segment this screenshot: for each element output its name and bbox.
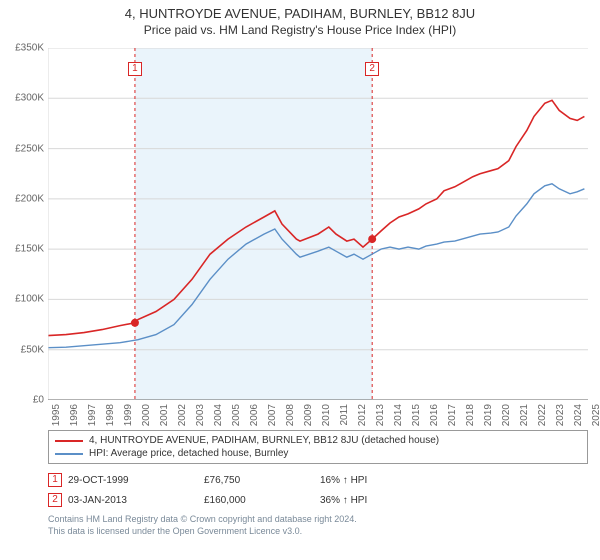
transaction-diff: 16% ↑ HPI (320, 475, 440, 486)
legend-swatch (55, 453, 83, 455)
legend-panel: 4, HUNTROYDE AVENUE, PADIHAM, BURNLEY, B… (48, 430, 588, 537)
x-axis-label: 2011 (339, 404, 350, 426)
transaction-date: 03-JAN-2013 (68, 495, 198, 506)
legend-box: 4, HUNTROYDE AVENUE, PADIHAM, BURNLEY, B… (48, 430, 588, 464)
y-axis-label: £300K (4, 93, 44, 104)
transaction-marker: 2 (365, 62, 379, 76)
x-axis-label: 2012 (357, 404, 368, 426)
y-axis-label: £0 (4, 395, 44, 406)
transaction-row: 1 29-OCT-1999 £76,750 16% ↑ HPI (48, 470, 588, 490)
x-axis-label: 1997 (87, 404, 98, 426)
x-axis-label: 2017 (447, 404, 458, 426)
x-axis-label: 2021 (519, 404, 530, 426)
chart-title: 4, HUNTROYDE AVENUE, PADIHAM, BURNLEY, B… (0, 6, 600, 21)
x-axis-label: 2024 (573, 404, 584, 426)
legend-row: HPI: Average price, detached house, Burn… (55, 447, 581, 460)
chart-subtitle: Price paid vs. HM Land Registry's House … (0, 23, 600, 37)
transaction-marker-small: 1 (48, 473, 62, 487)
x-axis-label: 2001 (159, 404, 170, 426)
transaction-date: 29-OCT-1999 (68, 475, 198, 486)
transaction-row: 2 03-JAN-2013 £160,000 36% ↑ HPI (48, 490, 588, 510)
x-axis-label: 2006 (249, 404, 260, 426)
y-axis-label: £150K (4, 244, 44, 255)
x-axis-label: 2013 (375, 404, 386, 426)
x-axis-label: 2022 (537, 404, 548, 426)
x-axis-label: 2019 (483, 404, 494, 426)
y-axis-label: £100K (4, 294, 44, 305)
x-axis-label: 2003 (195, 404, 206, 426)
y-axis-label: £200K (4, 193, 44, 204)
chart-container: 4, HUNTROYDE AVENUE, PADIHAM, BURNLEY, B… (0, 0, 600, 560)
transaction-price: £160,000 (204, 495, 314, 506)
transaction-list: 1 29-OCT-1999 £76,750 16% ↑ HPI 2 03-JAN-2013… (48, 470, 588, 510)
footer-line-1: Contains HM Land Registry data © Crown c… (48, 514, 588, 526)
x-axis-label: 1996 (69, 404, 80, 426)
footer-line-2: This data is licensed under the Open Gov… (48, 526, 588, 538)
y-axis-label: £250K (4, 143, 44, 154)
x-axis-label: 2009 (303, 404, 314, 426)
y-axis-label: £350K (4, 43, 44, 54)
legend-label: HPI: Average price, detached house, Burn… (89, 448, 288, 459)
chart-area: £0£50K£100K£150K£200K£250K£300K£350K 199… (48, 48, 588, 400)
x-axis-label: 2023 (555, 404, 566, 426)
chart-svg (48, 48, 588, 400)
y-axis-label: £50K (4, 344, 44, 355)
x-axis-label: 2018 (465, 404, 476, 426)
x-axis-label: 2000 (141, 404, 152, 426)
x-axis-label: 1995 (51, 404, 62, 426)
transaction-price: £76,750 (204, 475, 314, 486)
x-axis-label: 2020 (501, 404, 512, 426)
x-axis-label: 2010 (321, 404, 332, 426)
legend-label: 4, HUNTROYDE AVENUE, PADIHAM, BURNLEY, B… (89, 435, 439, 446)
x-axis-label: 2014 (393, 404, 404, 426)
x-axis-label: 2002 (177, 404, 188, 426)
x-axis-label: 1998 (105, 404, 116, 426)
transaction-marker-small: 2 (48, 493, 62, 507)
x-axis-label: 2004 (213, 404, 224, 426)
x-axis-label: 2016 (429, 404, 440, 426)
transaction-marker: 1 (128, 62, 142, 76)
x-axis-label: 2025 (591, 404, 600, 426)
x-axis-label: 2005 (231, 404, 242, 426)
transaction-diff: 36% ↑ HPI (320, 495, 440, 506)
x-axis-label: 2015 (411, 404, 422, 426)
legend-swatch (55, 440, 83, 442)
x-axis-label: 2007 (267, 404, 278, 426)
x-axis-label: 1999 (123, 404, 134, 426)
title-block: 4, HUNTROYDE AVENUE, PADIHAM, BURNLEY, B… (0, 0, 600, 37)
legend-row: 4, HUNTROYDE AVENUE, PADIHAM, BURNLEY, B… (55, 434, 581, 447)
x-axis-label: 2008 (285, 404, 296, 426)
footer-text: Contains HM Land Registry data © Crown c… (48, 514, 588, 537)
